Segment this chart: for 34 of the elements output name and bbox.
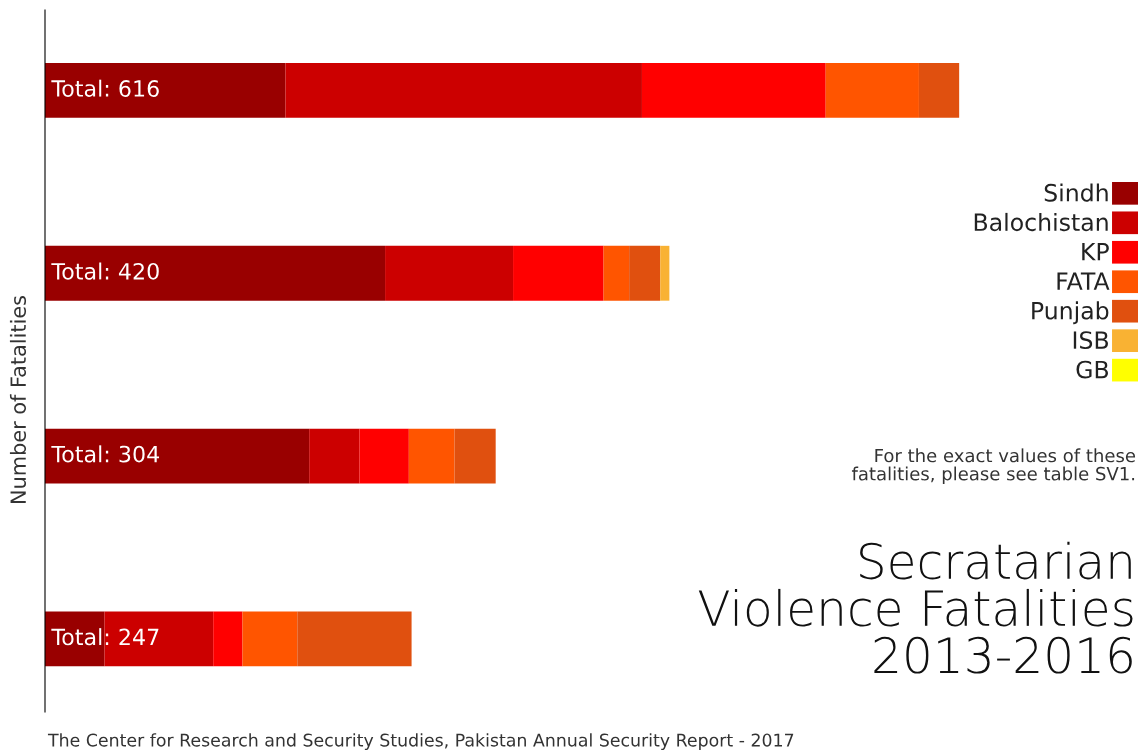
legend-label: FATA (1057, 272, 1110, 290)
bar (825, 63, 919, 118)
legend-label: Balochistan (974, 212, 1108, 232)
bar (45, 63, 286, 118)
annotation: Total: 304 (51, 445, 160, 463)
legend-label: Sindh (1044, 183, 1108, 202)
legend-label: GB (1076, 360, 1108, 379)
bar (297, 611, 412, 667)
legend-label: Punjab (1032, 301, 1109, 325)
annotation: Total: 247 (51, 628, 159, 646)
bar (629, 245, 661, 301)
text: The Center for Research and Security Studies, Pakistan Annual Security Report - 2017 (47, 733, 794, 750)
annotation: Total: 420 (51, 262, 159, 280)
bar (242, 611, 298, 667)
bar (454, 428, 496, 484)
bar (359, 428, 409, 484)
bar (213, 611, 243, 667)
text: Secratarian Violence Fatalities 2013-2016 (698, 541, 1133, 674)
bar (45, 245, 386, 301)
bar (513, 245, 604, 301)
annotation: Total: 616 (51, 79, 159, 97)
bar (660, 245, 670, 301)
bar (603, 245, 630, 301)
legend-label: ISB (1073, 331, 1108, 350)
bar (408, 428, 455, 484)
bar (45, 428, 310, 484)
annotation: For the exact values of these fatalities, please see table SV1. (851, 448, 1136, 484)
y-axis-title: Number of Fatalities (9, 296, 27, 503)
bar (918, 63, 960, 118)
bar (641, 63, 826, 118)
bar (285, 63, 642, 118)
legend-label: KP (1082, 243, 1109, 261)
bar (309, 428, 360, 484)
bar (385, 245, 514, 301)
